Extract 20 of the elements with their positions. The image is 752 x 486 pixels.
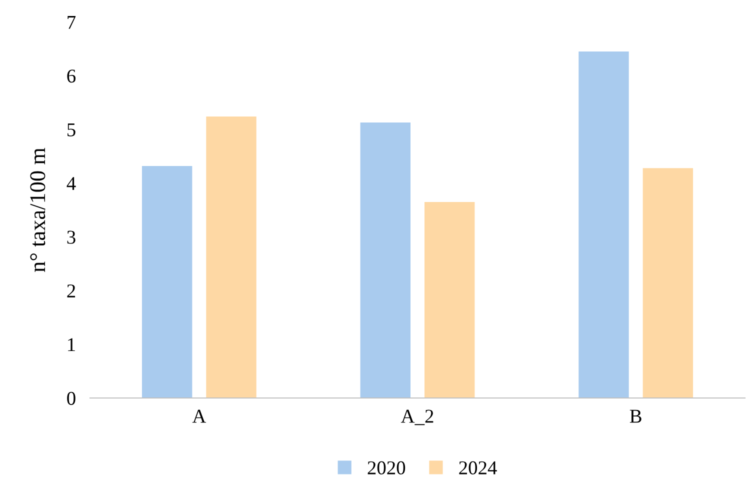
y-tick-label: 3 [67, 230, 76, 244]
y-tick-label: 7 [68, 16, 76, 29]
bar [206, 116, 256, 398]
y-tick-label: 4 [66, 177, 76, 190]
y-tick-label: 1 [68, 338, 75, 352]
y-tick-label: 6 [67, 70, 76, 83]
x-tick-label: B [630, 410, 642, 423]
bar [360, 122, 411, 398]
x-tick-label: A [192, 410, 206, 423]
bar [642, 168, 694, 398]
bar [424, 202, 475, 398]
y-tick-label: 5 [68, 123, 76, 136]
y-tick-label: 0 [67, 392, 76, 405]
bar [142, 166, 192, 398]
legend-label: 2020 [368, 461, 406, 474]
y-axis-title: n° taxa/100 m [30, 148, 46, 272]
legend-label: 2024 [459, 461, 497, 474]
y-tick-label: 2 [67, 284, 76, 298]
x-tick-label: A_2 [400, 410, 434, 426]
bar [578, 52, 629, 398]
